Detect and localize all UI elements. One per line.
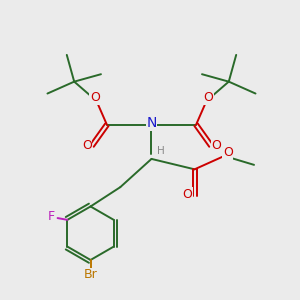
Text: O: O [90, 92, 100, 104]
Text: O: O [211, 139, 221, 152]
Text: O: O [82, 139, 92, 152]
Text: O: O [182, 188, 192, 201]
Text: O: O [223, 146, 233, 160]
Text: N: N [146, 116, 157, 130]
Text: H: H [157, 146, 165, 157]
Text: O: O [203, 92, 213, 104]
Text: F: F [47, 210, 55, 224]
Text: Br: Br [84, 268, 98, 281]
